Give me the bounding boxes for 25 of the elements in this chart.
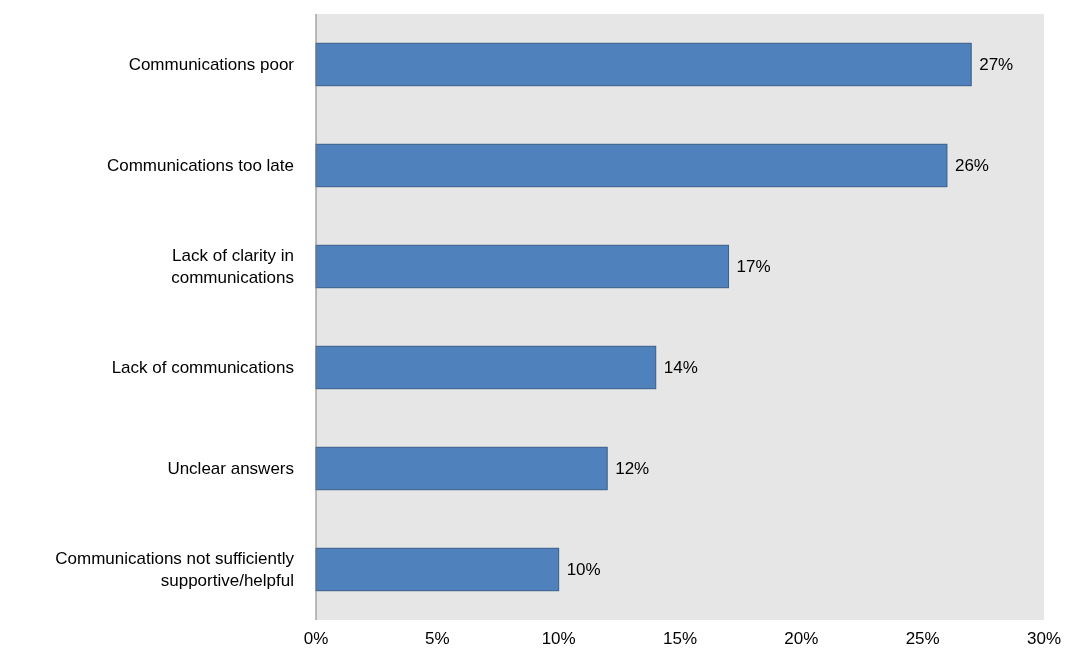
y-tick-label: Communications not sufficiently supportive/helpful [55, 549, 295, 591]
bar [315, 42, 972, 87]
y-tick-label: Lack of communications [111, 358, 294, 378]
y-tick-label: Communications poor [128, 55, 295, 75]
x-tick-label: 20% [784, 629, 819, 648]
data-label: 10% [566, 560, 601, 580]
bar [315, 345, 657, 390]
bar [315, 446, 608, 491]
y-tick-label: Lack of clarity in communications [171, 246, 294, 288]
bar [315, 244, 730, 289]
x-tick-label: 15% [662, 629, 698, 648]
x-tick-label: 10% [541, 629, 576, 648]
x-tick-label: 0% [303, 629, 329, 648]
y-tick-label: Communications too late [106, 156, 294, 176]
data-label: 17% [736, 257, 771, 277]
data-label: 14% [663, 358, 698, 378]
bar [315, 547, 560, 592]
data-label: 26% [954, 156, 989, 176]
x-tick-label: 5% [425, 629, 450, 648]
x-tick-label: 30% [1026, 629, 1062, 648]
data-label: 12% [615, 459, 650, 479]
bar [315, 143, 948, 188]
data-label: 27% [979, 55, 1014, 75]
y-tick-label: Unclear answers [167, 459, 294, 479]
x-tick-label: 25% [905, 629, 940, 648]
